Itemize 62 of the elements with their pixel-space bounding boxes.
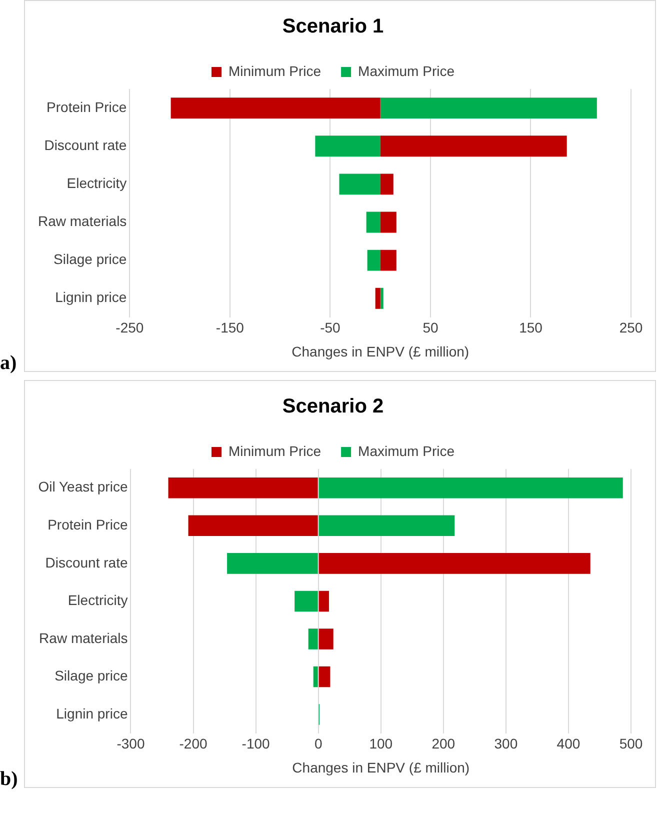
bar	[227, 553, 318, 574]
x-tick-label: -50	[320, 320, 341, 336]
x-tick-label: -100	[242, 736, 270, 752]
text: b)	[0, 768, 18, 791]
bar	[318, 553, 590, 574]
x-axis-title: Changes in ENPV (£ million)	[292, 759, 470, 776]
chart-title: Scenario 2	[282, 396, 384, 418]
bar	[380, 136, 567, 157]
x-tick-label: -300	[116, 736, 145, 752]
y-tick-label: Raw materials	[39, 630, 128, 646]
x-tick-label: 50	[422, 320, 438, 336]
bar	[339, 174, 380, 195]
chart-title: Scenario 1	[282, 16, 384, 38]
legend-label: Maximum Price	[358, 442, 455, 459]
x-tick-label: -150	[216, 320, 244, 336]
bar	[380, 250, 396, 271]
y-tick-label: Electricity	[68, 592, 128, 608]
legend-label: Minimum Price	[228, 442, 322, 459]
y-tick-label: Silage price	[54, 251, 127, 268]
bar	[313, 666, 318, 688]
y-tick-label: Discount rate	[45, 554, 128, 570]
bar	[380, 212, 396, 233]
x-tick-label: 0	[314, 736, 322, 752]
bar	[367, 250, 380, 271]
x-tick-label: 200	[432, 736, 456, 752]
bar	[380, 174, 394, 195]
bar	[315, 136, 380, 157]
y-tick-label: Protein Price	[46, 98, 127, 115]
y-tick-label: Raw materials	[38, 213, 127, 230]
legend-label: Minimum Price	[228, 62, 322, 79]
bar	[318, 478, 623, 498]
x-tick-label: 400	[556, 736, 580, 752]
bar	[318, 515, 455, 536]
bar	[318, 590, 329, 612]
y-tick-label: Oil Yeast price	[38, 478, 128, 495]
x-tick-label: 300	[494, 736, 518, 752]
y-tick-label: Electricity	[66, 175, 127, 192]
bar	[170, 98, 380, 118]
bar	[318, 628, 334, 650]
bar	[318, 666, 330, 688]
x-tick-label: -250	[116, 320, 144, 336]
bar	[380, 288, 384, 309]
bar	[188, 515, 318, 536]
bar	[294, 590, 318, 612]
x-axis-title: Changes in ENPV (£ million)	[292, 343, 470, 360]
y-tick-label: Discount rate	[44, 136, 127, 153]
bar	[308, 628, 318, 650]
bar	[366, 212, 380, 233]
bar	[168, 478, 318, 498]
text: a)	[0, 352, 17, 375]
x-tick-label: 100	[369, 736, 393, 752]
bar	[375, 288, 380, 309]
x-tick-label: -200	[179, 736, 208, 752]
y-tick-label: Lignin price	[56, 705, 128, 722]
x-tick-label: 500	[619, 736, 643, 752]
y-tick-label: Silage price	[54, 668, 128, 684]
bar	[380, 98, 597, 118]
legend-label: Maximum Price	[358, 62, 455, 79]
y-tick-label: Protein Price	[48, 516, 128, 533]
y-tick-label: Lignin price	[55, 289, 127, 306]
x-tick-label: 250	[619, 320, 643, 336]
x-tick-label: 150	[519, 320, 543, 336]
